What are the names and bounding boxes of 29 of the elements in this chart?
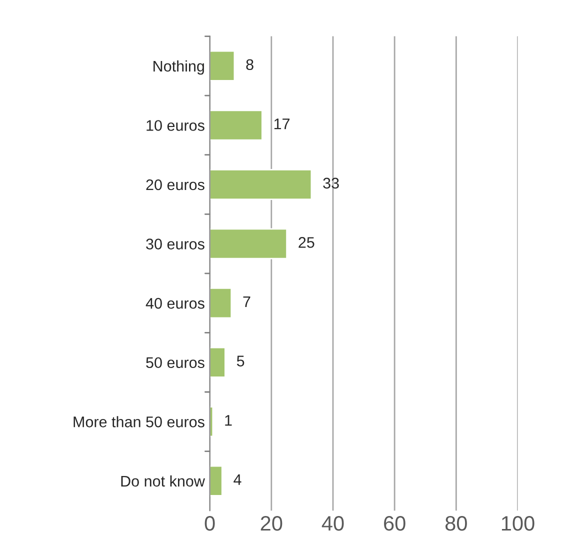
x-tick-label: 0 — [204, 516, 215, 531]
x-tick-label: 80 — [445, 516, 467, 531]
y-tick-label: 10 euros — [146, 120, 204, 131]
data-label: 5 — [236, 356, 244, 366]
y-tick-label: Do not know — [121, 475, 205, 487]
y-tick-label: 20 euros — [146, 179, 204, 190]
y-tick-label: 50 euros — [146, 357, 204, 368]
data-label: 7 — [243, 296, 250, 308]
bar — [210, 110, 263, 141]
data-label: 17 — [274, 118, 290, 130]
x-tick-label: 60 — [384, 516, 406, 531]
x-tick-label: 40 — [322, 516, 344, 531]
bar — [210, 346, 226, 378]
data-label: 25 — [298, 237, 314, 248]
bar — [210, 50, 236, 82]
data-label: 1 — [225, 415, 232, 426]
y-tick-label: 30 euros — [146, 238, 204, 250]
bar — [210, 168, 312, 200]
x-tick-label: 100 — [502, 516, 534, 531]
data-label: 4 — [234, 474, 242, 485]
y-tick-label: 40 euros — [146, 298, 204, 309]
y-tick-label: Nothing — [154, 60, 204, 75]
x-tick-label: 20 — [260, 516, 282, 531]
data-label: 33 — [323, 178, 339, 189]
bar — [210, 288, 232, 319]
bar — [210, 228, 288, 260]
bar — [210, 465, 223, 496]
y-tick-label: More than 50 euros — [74, 416, 204, 428]
data-label: 8 — [246, 59, 254, 70]
